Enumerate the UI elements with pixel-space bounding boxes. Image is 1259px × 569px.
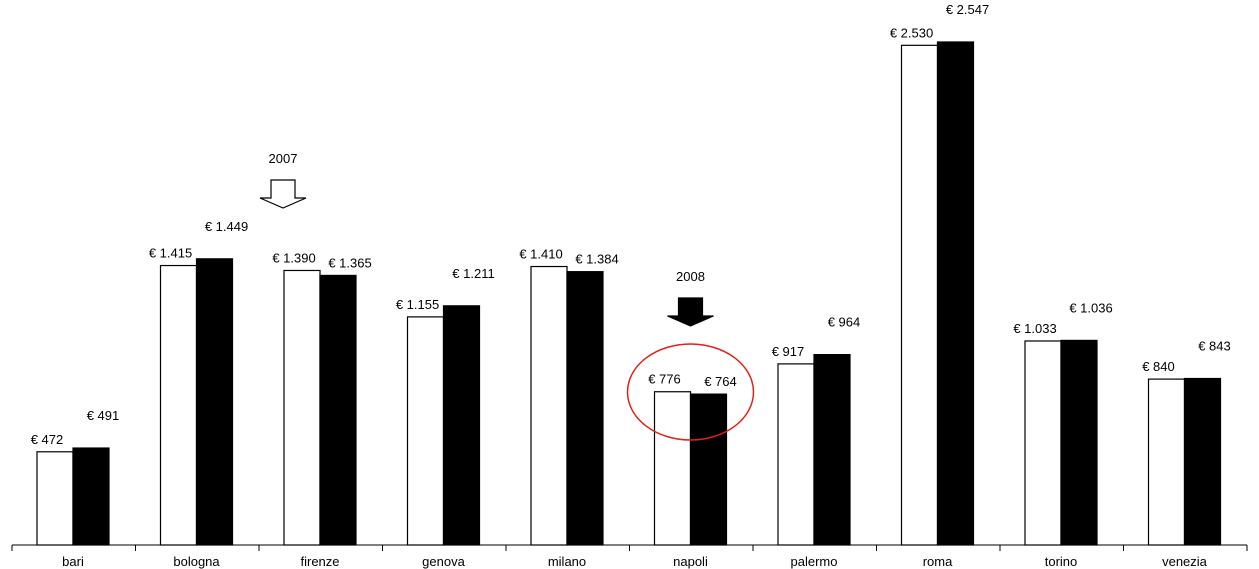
annotation-label-2008: 2008 (676, 269, 705, 284)
bar-venezia-series-2 (1183, 377, 1222, 546)
bar-bari-series-2 (72, 447, 110, 546)
data-label-bologna-series-1: € 1.415 (149, 246, 192, 261)
bar-milano-series-1 (530, 265, 568, 546)
bar-palermo-series-1 (777, 363, 815, 546)
x-tick-label-genova: genova (422, 554, 465, 569)
bar-genova-series-1 (406, 316, 445, 546)
annotation-label-2007: 2007 (269, 151, 298, 166)
bar-milano-series-2 (566, 271, 604, 546)
data-label-bari-series-2: € 491 (87, 408, 120, 423)
x-tick-label-palermo: palermo (791, 554, 838, 569)
bar-bologna-series-2 (195, 258, 234, 546)
bar-torino-series-2 (1060, 339, 1098, 546)
bar-bologna-series-1 (159, 264, 198, 546)
bar-roma-series-1 (900, 44, 939, 546)
data-label-napoli-series-1: € 776 (648, 372, 681, 387)
data-label-venezia-series-1: € 840 (1142, 359, 1175, 374)
data-label-genova-series-1: € 1.155 (396, 297, 439, 312)
data-label-bari-series-1: € 472 (31, 432, 64, 447)
x-tick-label-napoli: napoli (673, 554, 708, 569)
x-axis: bari bologna firenze genova milano napoli pale… (11, 544, 1248, 569)
data-label-bologna-series-2: € 1.449 (205, 219, 248, 234)
x-tick-label-bari: bari (62, 554, 84, 569)
bar-napoli-series-2 (689, 393, 728, 546)
x-tick-label-bologna: bologna (173, 554, 220, 569)
bar-firenze-series-1 (283, 269, 321, 546)
bar-bari-series-1 (36, 451, 74, 546)
annotation-arrow-2008-icon (667, 297, 714, 327)
annotation-arrow-2007-icon (259, 179, 307, 209)
highlight-ellipse (626, 343, 755, 441)
data-label-torino-series-2: € 1.036 (1069, 300, 1112, 315)
data-label-firenze-series-2: € 1.365 (328, 255, 371, 270)
data-label-milano-series-2: € 1.384 (575, 252, 618, 267)
x-tick-label-torino: torino (1045, 554, 1078, 569)
bar-torino-series-1 (1024, 340, 1062, 546)
data-label-milano-series-1: € 1.410 (519, 247, 562, 262)
annotations-layer: 2007 2008 (259, 151, 755, 441)
data-label-napoli-series-2: € 764 (704, 374, 737, 389)
x-tick-label-firenze: firenze (300, 554, 339, 569)
data-label-roma-series-2: € 2.547 (946, 2, 989, 17)
bars-layer (36, 41, 1222, 546)
data-label-palermo-series-1: € 917 (772, 344, 805, 359)
data-label-firenze-series-1: € 1.390 (272, 250, 315, 265)
data-label-torino-series-1: € 1.033 (1013, 321, 1056, 336)
x-tick-label-venezia: venezia (1162, 554, 1208, 569)
data-label-venezia-series-2: € 843 (1198, 339, 1231, 354)
data-label-roma-series-1: € 2.530 (890, 25, 933, 40)
x-tick-label-roma: roma (923, 554, 953, 569)
data-labels-layer: € 472 € 1.415 € 1.390 € 1.155 € 1.410 € 776 € … (31, 2, 1231, 447)
bar-venezia-series-1 (1147, 378, 1186, 546)
bar-napoli-series-1 (653, 391, 692, 546)
data-label-palermo-series-2: € 964 (828, 315, 861, 330)
x-tick-label-milano: milano (548, 554, 586, 569)
bar-genova-series-2 (442, 305, 481, 546)
bar-roma-series-2 (936, 41, 975, 546)
bar-firenze-series-2 (319, 274, 357, 546)
bar-palermo-series-2 (813, 354, 851, 546)
data-label-genova-series-2: € 1.211 (452, 266, 494, 281)
